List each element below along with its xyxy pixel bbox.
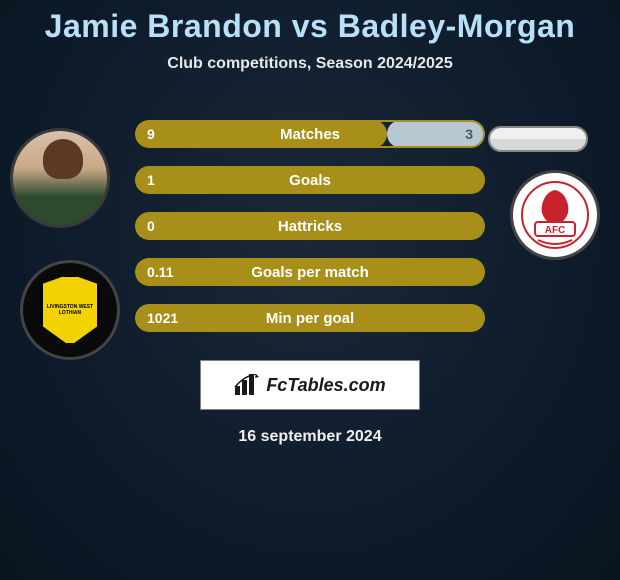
club-left-shield-icon: LIVINGSTON WEST LOTHIAN bbox=[40, 274, 100, 346]
stat-row: 0.11Goals per match bbox=[135, 258, 485, 286]
stat-row: 1Goals bbox=[135, 166, 485, 194]
fctables-badge: FcTables.com bbox=[200, 360, 420, 410]
stat-row: 93Matches bbox=[135, 120, 485, 148]
comparison-infographic: Jamie Brandon vs Badley-Morgan Club comp… bbox=[0, 0, 620, 580]
player2-club-badge: AFC bbox=[510, 170, 600, 260]
footer: FcTables.com 16 september 2024 bbox=[0, 360, 620, 446]
stat-row: 1021Min per goal bbox=[135, 304, 485, 332]
stat-label: Min per goal bbox=[135, 304, 485, 332]
brand-text: FcTables.com bbox=[266, 375, 385, 396]
stat-label: Goals bbox=[135, 166, 485, 194]
svg-text:AFC: AFC bbox=[545, 225, 566, 236]
date-text: 16 september 2024 bbox=[0, 428, 620, 446]
player1-avatar bbox=[10, 128, 110, 228]
subtitle: Club competitions, Season 2024/2025 bbox=[0, 55, 620, 73]
stat-label: Goals per match bbox=[135, 258, 485, 286]
bars-icon bbox=[234, 374, 260, 396]
stat-label: Hattricks bbox=[135, 212, 485, 240]
player1-club-badge: LIVINGSTON WEST LOTHIAN bbox=[20, 260, 120, 360]
stat-label: Matches bbox=[135, 120, 485, 148]
player2-avatar-placeholder bbox=[488, 126, 588, 152]
club-right-crest-icon: AFC bbox=[520, 180, 590, 250]
page-title: Jamie Brandon vs Badley-Morgan bbox=[0, 8, 620, 45]
stat-row: 0Hattricks bbox=[135, 212, 485, 240]
stats-panel: 93Matches 1Goals 0Hattricks 0.11Goals per m… bbox=[135, 120, 485, 350]
